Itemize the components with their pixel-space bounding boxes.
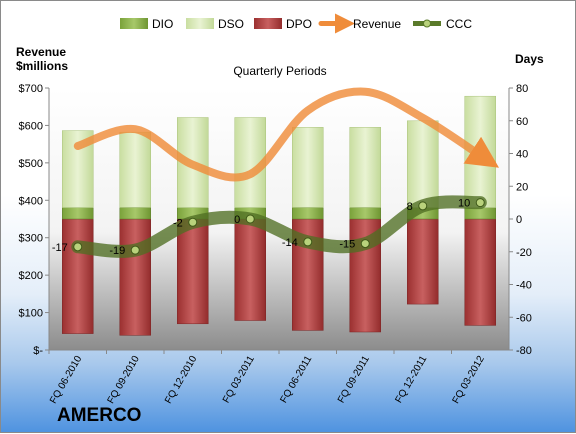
ccc-value-label: -19 xyxy=(109,245,125,257)
legend-label-dso: DSO xyxy=(218,17,244,31)
right-tick-label: 20 xyxy=(516,181,528,193)
right-tick-label: 80 xyxy=(516,83,528,95)
ccc-value-label: -15 xyxy=(339,239,355,251)
bar-dpo xyxy=(119,218,151,336)
bar-dso xyxy=(349,127,381,208)
legend-label-dpo: DPO xyxy=(286,17,312,31)
bar-dio xyxy=(119,207,151,220)
bar-dpo xyxy=(407,218,439,305)
bar-dio xyxy=(292,207,324,220)
ccc-marker xyxy=(475,198,485,208)
right-axis-title: Days xyxy=(515,52,544,66)
left-tick-label: $600 xyxy=(19,120,43,132)
bars-layer xyxy=(62,95,496,336)
ccc-value-label: -14 xyxy=(282,237,298,249)
chart-title: Quarterly Periods xyxy=(233,64,326,78)
ccc-value-label: -17 xyxy=(52,242,68,254)
bar-dso xyxy=(119,131,151,208)
right-tick-label: 0 xyxy=(516,214,522,226)
bar-dpo xyxy=(464,218,496,326)
legend-swatch-dso xyxy=(186,18,214,29)
bar-dio xyxy=(349,207,381,220)
x-tick-label: FQ 12-2011 xyxy=(394,354,430,405)
bar-dpo xyxy=(177,218,209,325)
ccc-value-label: -2 xyxy=(173,217,183,229)
revenue-line xyxy=(73,87,500,182)
ccc-marker xyxy=(245,214,255,224)
left-tick-label: $100 xyxy=(19,308,43,320)
x-tick-label: FQ 12-2010 xyxy=(163,354,199,406)
ccc-marker xyxy=(130,245,140,255)
x-tick-label: FQ 03-2012 xyxy=(451,354,487,406)
legend-label-ccc: CCC xyxy=(446,17,472,31)
ccc-marker xyxy=(188,217,198,227)
ccc-value-label: 0 xyxy=(234,214,240,226)
ccc-marker xyxy=(360,239,370,249)
right-tick-label: 60 xyxy=(516,116,528,128)
bar-dso xyxy=(407,120,439,208)
bar-dpo xyxy=(62,218,94,334)
right-tick-label: -40 xyxy=(516,280,532,292)
left-axis-title: Revenue $millions xyxy=(16,45,68,73)
right-tick-label: -80 xyxy=(516,345,532,357)
left-tick-label: $200 xyxy=(19,270,43,282)
x-tick-label: FQ 06-2010 xyxy=(48,354,84,406)
ccc-marker xyxy=(418,201,428,211)
legend-label-revenue: Revenue xyxy=(353,17,401,31)
ccc-marker xyxy=(73,242,83,252)
legend-swatch-dpo xyxy=(254,18,282,29)
left-tick-label: $400 xyxy=(19,195,43,207)
ccc-marker xyxy=(303,237,313,247)
legend-label-dio: DIO xyxy=(152,17,173,31)
x-tick-label: FQ 09-2011 xyxy=(336,354,372,405)
x-tick-label: FQ 03-2011 xyxy=(221,354,257,405)
right-tick-label: -60 xyxy=(516,312,532,324)
bar-dso xyxy=(292,127,324,208)
left-tick-label: $500 xyxy=(19,158,43,170)
left-tick-label: $300 xyxy=(19,233,43,245)
right-tick-label: -20 xyxy=(516,247,532,259)
left-tick-label: $700 xyxy=(19,83,43,95)
legend-ccc-marker xyxy=(423,19,431,28)
left-tick-label: $- xyxy=(33,345,43,357)
bar-dio xyxy=(62,207,94,220)
x-tick-label: FQ 06-2011 xyxy=(279,354,315,405)
company-name: AMERCO xyxy=(57,405,142,426)
legend-swatch-dio xyxy=(120,18,148,29)
ccc-value-label: 10 xyxy=(458,198,470,210)
right-tick-label: 40 xyxy=(516,149,528,161)
bar-dpo xyxy=(234,218,266,321)
ccc-value-label: 8 xyxy=(407,201,413,213)
ccc-line xyxy=(71,195,487,258)
x-tick-label: FQ 09-2010 xyxy=(106,354,142,406)
legend: DIO DSO DPO Revenue CCC xyxy=(120,13,472,34)
lines-layer: -17 -19 -2 0 -14 -15 8 10 xyxy=(52,87,500,258)
